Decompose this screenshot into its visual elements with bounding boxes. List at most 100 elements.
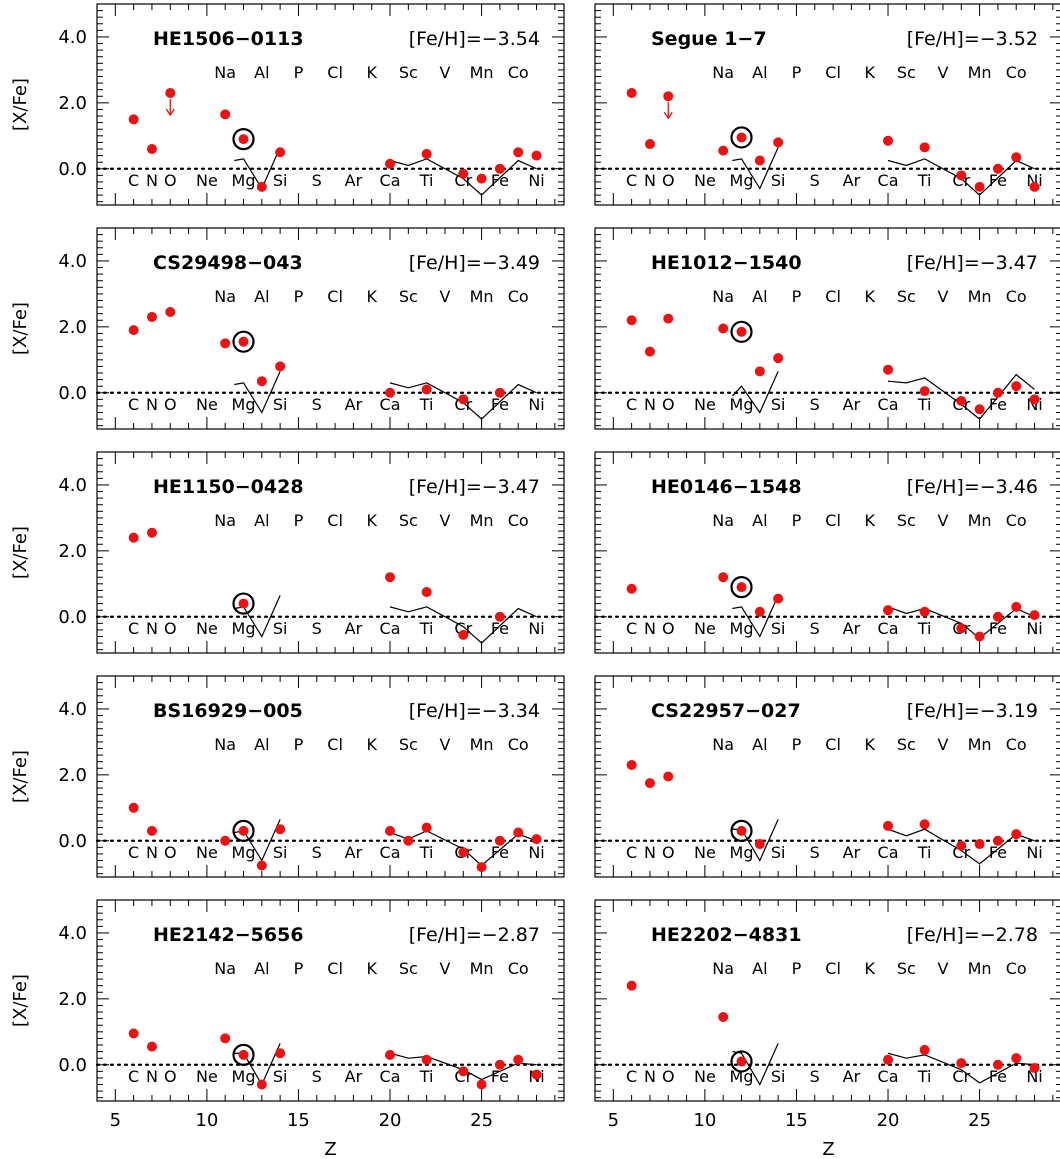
element-label: K xyxy=(366,511,377,530)
element-label: Ar xyxy=(345,395,363,414)
element-label: Sc xyxy=(897,959,916,978)
element-label: S xyxy=(312,619,322,638)
element-label: Si xyxy=(273,619,288,638)
data-point xyxy=(883,820,894,831)
element-label: K xyxy=(864,63,875,82)
element-label: Co xyxy=(1006,63,1027,82)
element-label: Cr xyxy=(952,1067,970,1086)
data-point xyxy=(919,1044,930,1055)
data-point xyxy=(992,1059,1003,1070)
panel: 0.0 2.0 4.0 [X/Fe] Na Al P Cl K Sc V Mn Co C N O Ne Mg Si S… xyxy=(10,675,566,878)
data-point xyxy=(275,361,286,372)
element-label: S xyxy=(312,1067,322,1086)
data-point xyxy=(458,847,469,858)
data-point xyxy=(238,825,249,836)
y-tick-label: 2.0 xyxy=(58,765,87,786)
data-point xyxy=(919,142,930,153)
data-point xyxy=(146,311,157,322)
data-point xyxy=(146,1041,157,1052)
data-point xyxy=(883,135,894,146)
element-label: Ne xyxy=(196,619,218,638)
data-point xyxy=(919,606,930,617)
data-point xyxy=(256,860,267,871)
element-label: Ca xyxy=(380,843,401,862)
element-label: Ca xyxy=(878,843,899,862)
data-point xyxy=(956,840,967,851)
x-tick-label: 5 xyxy=(608,1110,619,1131)
element-label: Ti xyxy=(419,843,434,862)
element-label: N xyxy=(146,171,158,190)
element-label: Mg xyxy=(232,1067,256,1086)
element-label: Sc xyxy=(399,959,418,978)
element-label: V xyxy=(439,63,450,82)
data-point xyxy=(513,1054,524,1065)
model-line xyxy=(389,606,537,644)
panel: NaAlPClKScVMnCoCNONeMgSiSArCaTiCrFeNiHE1… xyxy=(593,227,1060,430)
element-label: S xyxy=(312,843,322,862)
element-label: Co xyxy=(508,63,529,82)
y-tick-label: 4.0 xyxy=(58,923,87,944)
element-label: C xyxy=(128,619,139,638)
element-label: Mg xyxy=(232,619,256,638)
element-label: Al xyxy=(752,511,767,530)
element-label: Cl xyxy=(825,63,841,82)
element-label: Ar xyxy=(843,171,861,190)
element-label: Cl xyxy=(327,63,343,82)
element-label: Co xyxy=(1006,287,1027,306)
data-point xyxy=(476,173,487,184)
panel: Na Al P Cl K Sc V Mn CoC N O Ne Mg Si S Ar Ca Ti Cr Fe NiCS2… xyxy=(593,675,1060,878)
data-point xyxy=(718,572,729,583)
element-label: Fe xyxy=(491,171,509,190)
mg-reference-circle xyxy=(730,819,753,842)
star-name: HE1150−0428 xyxy=(153,476,304,498)
element-label: V xyxy=(937,63,948,82)
data-point xyxy=(883,605,894,616)
element-label: O xyxy=(164,1067,177,1086)
data-point xyxy=(146,527,157,538)
element-label: Ti xyxy=(917,619,932,638)
mg-reference-circle xyxy=(730,575,753,599)
element-label: Mn xyxy=(470,959,494,978)
element-label: S xyxy=(810,1067,820,1086)
data-point xyxy=(883,364,894,375)
panel-frame xyxy=(594,227,1060,430)
element-label: Na xyxy=(214,287,236,306)
data-point xyxy=(919,819,930,830)
data-point xyxy=(385,387,396,398)
x-tick-label: 25 xyxy=(968,1110,991,1131)
metallicity-label: [Fe/H]=−3.52 xyxy=(907,28,1038,50)
y-tick-label: 4.0 xyxy=(58,251,87,272)
data-point xyxy=(403,835,414,846)
y-axis-label: [X/Fe] xyxy=(10,78,31,131)
element-label: Ni xyxy=(1026,1067,1042,1086)
element-label: C xyxy=(626,1067,637,1086)
element-label: Co xyxy=(508,287,529,306)
mg-reference-circle xyxy=(730,126,753,149)
element-label: P xyxy=(294,63,304,82)
element-label: Si xyxy=(771,619,786,638)
data-point xyxy=(956,1058,967,1069)
element-label: P xyxy=(792,287,802,306)
data-point xyxy=(992,387,1003,398)
element-label: Ca xyxy=(878,619,899,638)
data-point xyxy=(494,611,505,622)
data-point xyxy=(128,802,139,813)
y-tick-label: 0.0 xyxy=(58,831,87,852)
data-point xyxy=(663,91,674,102)
data-point xyxy=(385,1049,396,1060)
model-line xyxy=(732,147,779,190)
data-point xyxy=(1011,1053,1022,1064)
data-point xyxy=(165,87,176,98)
data-point xyxy=(626,759,637,770)
element-label: Na xyxy=(214,735,236,754)
element-label: V xyxy=(439,735,450,754)
element-label: K xyxy=(366,959,377,978)
star-name: BS16929−005 xyxy=(153,700,303,722)
element-label: K xyxy=(864,735,875,754)
element-label: Fe xyxy=(989,843,1007,862)
element-label: Na xyxy=(712,63,734,82)
data-point xyxy=(220,338,231,349)
element-label: C xyxy=(128,395,139,414)
element-label: Cl xyxy=(825,959,841,978)
element-label: K xyxy=(864,959,875,978)
